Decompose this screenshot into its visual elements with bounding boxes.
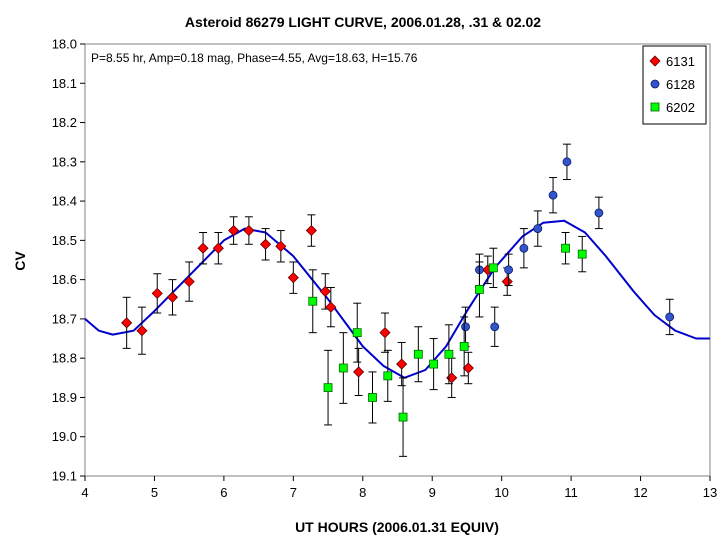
y-tick-label: 18.5 xyxy=(52,233,77,248)
y-tick-label: 19.0 xyxy=(52,429,77,444)
y-tick-label: 19.1 xyxy=(52,469,77,484)
legend-marker-6128 xyxy=(650,79,660,89)
x-tick-label: 12 xyxy=(633,485,647,500)
data-point-6131 xyxy=(259,238,272,250)
y-tick-label: 18.2 xyxy=(52,115,77,130)
data-point-6131 xyxy=(136,325,148,337)
data-point-6128 xyxy=(594,208,604,218)
data-point-6131 xyxy=(319,285,331,297)
data-point-6131 xyxy=(151,287,163,299)
data-point-6128 xyxy=(562,157,572,167)
y-tick-label: 18.9 xyxy=(52,390,77,405)
data-point-6128 xyxy=(461,322,470,332)
x-tick-label: 9 xyxy=(429,485,436,500)
legend-marker-6131 xyxy=(649,55,661,67)
data-point-6202 xyxy=(444,349,454,359)
x-tick-label: 6 xyxy=(220,485,227,500)
data-point-6131 xyxy=(275,240,287,252)
y-axis-label: CV xyxy=(12,251,28,271)
x-tick-label: 10 xyxy=(494,485,508,500)
y-tick-label: 18.7 xyxy=(52,311,77,326)
data-point-6131 xyxy=(501,276,513,288)
x-axis-label: UT HOURS (2006.01.31 EQUIV) xyxy=(295,519,499,535)
data-point-6202 xyxy=(459,341,469,351)
chart-annotation: P=8.55 hr, Amp=0.18 mag, Phase=4.55, Avg… xyxy=(91,51,418,65)
data-point-6202 xyxy=(338,363,348,373)
data-point-6131 xyxy=(379,327,391,339)
data-point-6131 xyxy=(166,291,179,303)
data-point-6202 xyxy=(429,359,439,369)
data-point-6131 xyxy=(353,366,365,378)
y-tick-label: 18.4 xyxy=(52,194,77,209)
series-6202 xyxy=(308,232,587,457)
data-point-6202 xyxy=(577,249,587,259)
legend-label-6128: 6128 xyxy=(666,77,695,92)
data-point-6131 xyxy=(183,276,195,288)
y-tick-label: 18.3 xyxy=(52,154,77,169)
x-tick-label: 4 xyxy=(81,485,88,500)
plot-area xyxy=(84,43,711,477)
data-point-6202 xyxy=(383,371,393,381)
x-tick-label: 8 xyxy=(359,485,366,500)
data-point-6131 xyxy=(197,242,209,254)
data-point-6128 xyxy=(548,190,558,200)
series-6131 xyxy=(121,214,513,398)
data-point-6202 xyxy=(413,349,423,359)
data-point-6131 xyxy=(305,224,317,237)
data-point-6131 xyxy=(243,224,255,237)
data-point-6202 xyxy=(352,328,362,338)
legend-label-6202: 6202 xyxy=(666,100,695,115)
y-tick-label: 18.1 xyxy=(52,76,77,91)
data-point-6202 xyxy=(398,412,408,422)
data-point-6128 xyxy=(504,265,514,275)
data-point-6202 xyxy=(368,393,377,402)
y-tick-label: 18.8 xyxy=(52,351,77,366)
data-points-layer xyxy=(121,143,675,457)
legend: 6131 6128 6202 xyxy=(642,45,707,125)
data-point-6131 xyxy=(325,301,337,313)
y-tick-label: 18.0 xyxy=(52,37,77,52)
data-point-6131 xyxy=(287,272,299,284)
x-tick-label: 5 xyxy=(151,485,158,500)
data-point-6202 xyxy=(488,263,498,273)
data-point-6202 xyxy=(475,285,484,294)
data-point-6131 xyxy=(462,362,474,374)
data-point-6131 xyxy=(121,317,133,329)
x-tick-label: 7 xyxy=(290,485,297,500)
x-tick-label: 13 xyxy=(703,485,717,500)
chart-title: Asteroid 86279 LIGHT CURVE, 2006.01.28, … xyxy=(185,14,541,30)
data-point-6128 xyxy=(533,224,543,233)
data-point-6202 xyxy=(323,383,333,393)
data-point-6128 xyxy=(490,322,500,332)
data-point-6202 xyxy=(561,243,570,253)
data-point-6131 xyxy=(396,358,408,370)
data-point-6128 xyxy=(519,243,529,253)
y-tick-label: 18.6 xyxy=(52,272,77,287)
data-point-6202 xyxy=(308,296,318,306)
data-point-6131 xyxy=(212,242,224,254)
data-point-6131 xyxy=(228,224,240,237)
data-point-6128 xyxy=(665,312,675,322)
legend-label-6131: 6131 xyxy=(666,54,695,69)
x-tick-label: 11 xyxy=(564,485,578,500)
legend-marker-6202 xyxy=(650,102,660,112)
axis-ticks: 4 5 6 7 8 9 10 11 12 13 18.0 18.1 18.2 18.3 18.4 18.5 18… xyxy=(52,37,718,501)
